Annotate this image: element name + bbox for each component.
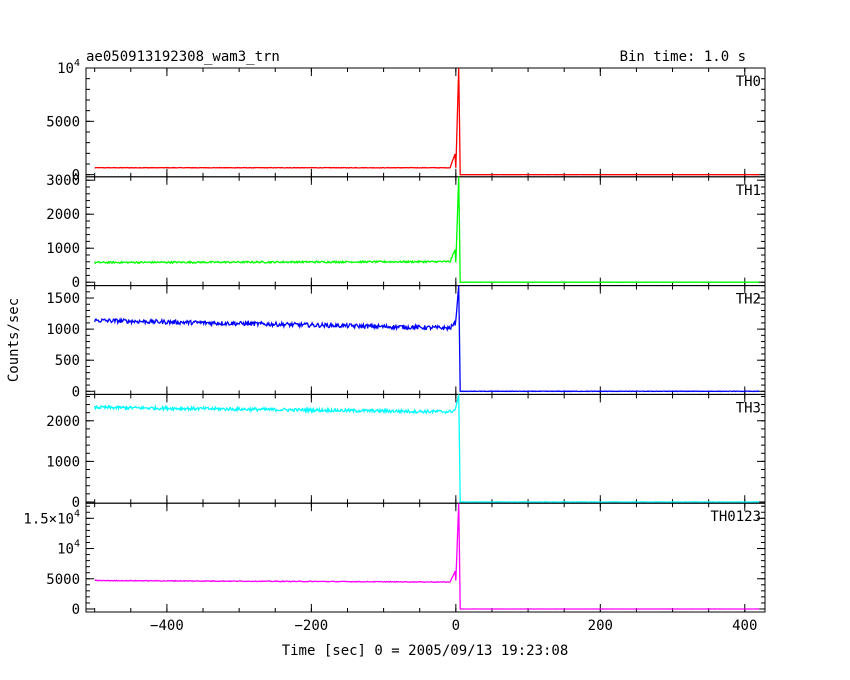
panel-label: TH2 [736,292,761,308]
panel-label: TH3 [736,400,761,416]
y-tick-label: 1000 [46,454,80,470]
y-tick-label: 1500 [46,291,80,307]
panel-label: TH0123 [710,509,761,525]
panel-frame [85,285,766,395]
y-tick-label: 0 [72,384,80,400]
bin-time-label: Bin time: 1.0 s [620,49,746,65]
panel-frame [85,67,766,178]
y-tick-label: 104 [57,58,80,77]
series-th3 [94,394,760,503]
y-tick-label: 1.5×104 [23,508,80,527]
x-tick-label: −400 [150,618,184,634]
y-tick-label: 5000 [46,572,80,588]
y-tick-label: 500 [55,353,80,369]
y-tick-label: 1000 [46,241,80,257]
panel-label: TH1 [736,183,761,199]
y-tick-label: 1000 [46,322,80,338]
panel-th0: 0 5000 104 TH0 [46,58,766,184]
y-tick-label: 104 [57,539,80,558]
y-axis-label: Counts/sec [6,298,22,382]
y-tick-label: 3000 [46,173,80,189]
x-tick-label: 200 [588,618,613,634]
series-th2 [94,285,760,393]
series-th0 [94,67,760,176]
panel-th0123: 0 5000 104 1.5×104 TH0123 [23,502,766,618]
y-tick-label: 2000 [46,414,80,430]
x-tick-label: 400 [732,618,757,634]
x-tick-label: 0 [452,618,460,634]
x-tick-label: −200 [295,618,329,634]
panel-th2: 0 500 1000 1500 TH2 [46,285,766,400]
chart-title: ae050913192308_wam3_trn [86,49,280,65]
panel-label: TH0 [736,74,761,90]
panel-frame [85,176,766,287]
y-tick-label: 0 [72,275,80,291]
series-th1 [94,176,760,283]
panel-frame [85,502,766,613]
panel-th1: 0 1000 2000 3000 TH1 [46,173,766,291]
y-tick-label: 0 [72,602,80,618]
series-th0123 [94,503,760,610]
y-tick-label: 2000 [46,207,80,223]
y-tick-label: 5000 [46,114,80,130]
y-tick-label: 0 [72,495,80,511]
x-axis-label: Time [sec] 0 = 2005/09/13 19:23:08 [282,643,569,659]
y-tick-label: 0 [72,168,80,184]
panel-th3: 0 1000 2000 TH3 [46,393,766,511]
